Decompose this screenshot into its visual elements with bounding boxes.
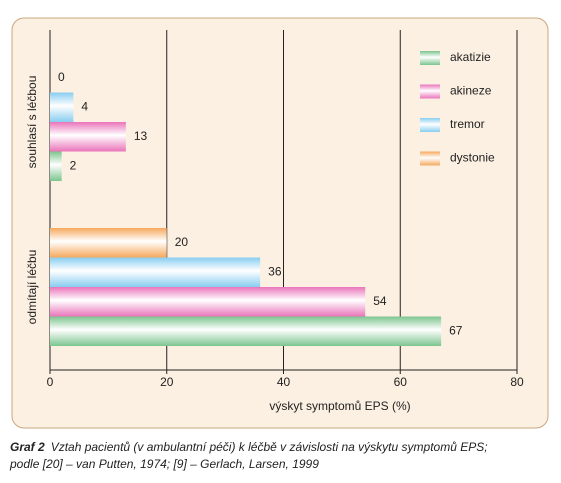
value-label: 54 <box>373 294 387 308</box>
x-tick-label: 60 <box>394 375 408 389</box>
panel <box>11 17 549 429</box>
value-label: 36 <box>268 264 282 278</box>
x-tick-label: 20 <box>160 375 174 389</box>
bar <box>50 257 261 287</box>
caption-line1: Graf 2 Vztah pacientů (v ambulantní péči)… <box>10 440 488 454</box>
legend-label: tremor <box>450 117 485 131</box>
legend-swatch <box>420 118 440 132</box>
bar <box>50 151 62 181</box>
legend-swatch <box>420 84 440 99</box>
bar <box>50 122 126 152</box>
legend-label: akatizie <box>450 50 491 64</box>
value-label: 67 <box>449 323 463 337</box>
x-tick-label: 80 <box>510 375 524 389</box>
caption-text: Vztah pacientů (v ambulantní péči) k léč… <box>51 440 488 454</box>
category-label: odmítají léčbu <box>25 250 39 325</box>
value-label: 4 <box>81 99 88 113</box>
caption-line2: podle [20] – van Putten, 1974; [9] – Ger… <box>9 457 319 471</box>
category-label: souhlasí s léčbou <box>25 76 39 169</box>
value-label: 2 <box>70 158 77 172</box>
bar <box>50 92 74 122</box>
value-label: 13 <box>134 129 148 143</box>
bar <box>50 287 366 317</box>
value-label: 0 <box>58 70 65 84</box>
x-axis-label: výskyt symptomů EPS (%) <box>269 399 410 413</box>
x-tick-label: 40 <box>277 375 291 389</box>
legend-swatch <box>420 151 440 166</box>
legend-label: dystonie <box>450 151 495 165</box>
legend-swatch <box>420 51 440 65</box>
value-label: 20 <box>175 235 189 249</box>
bar <box>50 228 167 258</box>
x-tick-label: 0 <box>47 375 54 389</box>
caption-label: Graf 2 <box>10 440 45 454</box>
legend-label: akineze <box>450 84 492 98</box>
bar <box>50 316 442 346</box>
